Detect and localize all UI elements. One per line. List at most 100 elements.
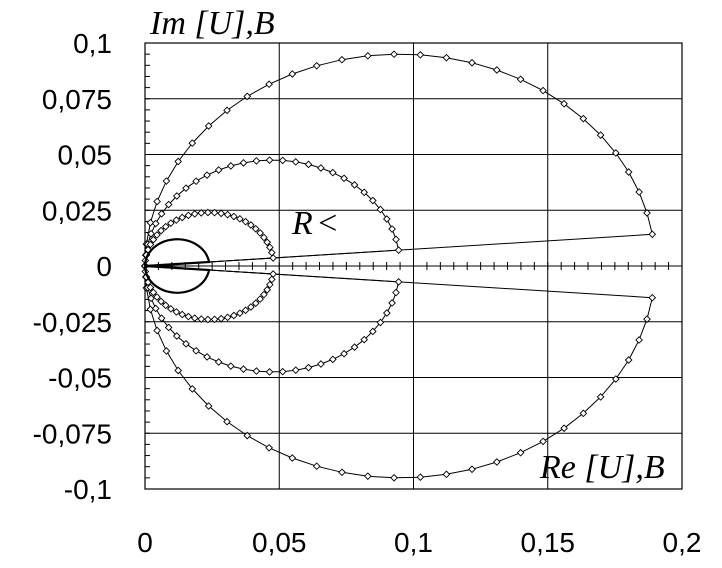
series-0-point-15 <box>390 50 398 59</box>
series-1-point-56 <box>151 304 160 313</box>
series-1-point-52 <box>182 339 190 348</box>
series-0-point-49 <box>288 454 297 462</box>
series-1-point-3 <box>147 229 155 238</box>
series-2-point-51 <box>166 305 175 313</box>
series-2-point-49 <box>178 310 187 319</box>
series-2-point-6 <box>153 231 161 239</box>
series-2-point-33 <box>265 280 274 289</box>
series-1-point-34 <box>382 309 391 317</box>
series-0-point-4 <box>162 177 171 185</box>
series-1-point-17 <box>291 158 300 166</box>
x-axis-title: Re [U],B <box>539 449 665 486</box>
series-2-point-31 <box>269 270 277 278</box>
series-0-point-57 <box>153 326 161 335</box>
y-tick-label-8: -0,1 <box>64 474 112 505</box>
series-1-point-36 <box>368 327 377 336</box>
series-0-point-31 <box>648 293 657 302</box>
series-0-point-53 <box>204 402 213 410</box>
series-1-point-10 <box>203 171 211 179</box>
series-1-point-23 <box>360 188 369 197</box>
y-tick-label-3: 0,025 <box>42 195 112 226</box>
series-2-point-21 <box>241 217 250 226</box>
series-2-point-14 <box>197 209 206 217</box>
series-2-point-27 <box>265 243 274 252</box>
series-1-point-31 <box>394 278 403 286</box>
series-1-point-26 <box>382 215 391 223</box>
series-0-point-54 <box>188 385 197 393</box>
series-1-point-29 <box>394 246 403 254</box>
x-tick-label-3: 0,15 <box>521 527 576 558</box>
series-1-point-4 <box>151 219 160 228</box>
y-axis-title: Im [U],B <box>149 5 275 42</box>
series-0-point-27 <box>635 188 643 196</box>
series-0-point-36 <box>596 393 605 401</box>
series-2-point-40 <box>236 309 244 318</box>
series-1-point-57 <box>147 294 155 303</box>
series-2-point-43 <box>217 314 225 323</box>
series-1-point-8 <box>182 184 190 193</box>
x-tick-label-2: 0,1 <box>394 527 433 558</box>
series-1-point-14 <box>252 157 261 165</box>
series-0-point-8 <box>223 106 231 115</box>
series-0-point-32 <box>643 315 651 323</box>
annotation-r: R <box>291 205 313 242</box>
series-1-point-32 <box>392 288 400 297</box>
series-0-point-5 <box>174 157 183 166</box>
series-1-point-22 <box>350 181 359 189</box>
x-tick-label-4: 0,2 <box>663 527 702 558</box>
series-1-point-47 <box>239 365 248 373</box>
x-tick-label-0: 0 <box>137 527 153 558</box>
series-2-point-22 <box>247 221 255 229</box>
series-1-point-20 <box>328 168 337 177</box>
series-0-point-28 <box>643 209 651 217</box>
y-tick-label-7: -0,075 <box>33 418 112 449</box>
series-2-point-4 <box>146 240 155 249</box>
series-2-point-52 <box>161 301 170 310</box>
series-0-point-34 <box>624 356 633 364</box>
y-tick-label-5: -0,025 <box>33 307 112 338</box>
series-2-point-32 <box>267 275 276 284</box>
series-1-point-40 <box>328 355 337 364</box>
series-2-point-26 <box>263 238 272 247</box>
series-2-point-45 <box>204 315 212 324</box>
series-0-point-45 <box>390 473 398 482</box>
series-2-point-41 <box>230 311 238 320</box>
series-0-point-37 <box>579 409 588 418</box>
series-2-point-39 <box>241 306 250 315</box>
series-0-point-26 <box>624 168 633 176</box>
series-0-point-7 <box>204 122 213 130</box>
series-0-point-51 <box>243 431 252 440</box>
series-2-point-34 <box>263 285 272 294</box>
series-2-point-10 <box>172 216 181 224</box>
series-2-point-37 <box>251 299 260 308</box>
series-2-point-47 <box>190 314 199 322</box>
series-1-point-27 <box>388 225 396 233</box>
y-tick-label-4: 0 <box>96 251 112 282</box>
y-tick-label-0: 0,1 <box>73 28 112 59</box>
series-0-point-44 <box>416 473 425 482</box>
series-2-point-55 <box>149 288 158 297</box>
series-0-point-33 <box>635 336 643 344</box>
series-2-point-42 <box>223 313 232 322</box>
series-1-point-6 <box>164 200 173 209</box>
series-0-point-10 <box>265 80 273 89</box>
series-2-point-35 <box>260 290 268 299</box>
series-0-point-38 <box>560 424 568 433</box>
x-tick-label-1: 0,05 <box>252 527 307 558</box>
series-1-point-35 <box>376 318 385 327</box>
series-0-point-23 <box>579 114 588 123</box>
series-0-point-9 <box>243 92 252 101</box>
series-1-point-19 <box>317 164 325 172</box>
series-1-point-25 <box>376 205 385 214</box>
series-2-point-50 <box>172 308 181 316</box>
series-0-point-50 <box>265 443 273 452</box>
series-3-line <box>143 238 211 294</box>
series-2-point-38 <box>247 303 255 311</box>
y-tick-label-6: -0,05 <box>48 363 112 394</box>
series-2-point-54 <box>153 293 161 301</box>
series-1-point-43 <box>291 366 300 374</box>
series-0-point-52 <box>223 417 231 426</box>
series-1-point-37 <box>360 335 369 344</box>
series-2-point-16 <box>210 208 219 217</box>
series-0-point-41 <box>492 458 501 466</box>
